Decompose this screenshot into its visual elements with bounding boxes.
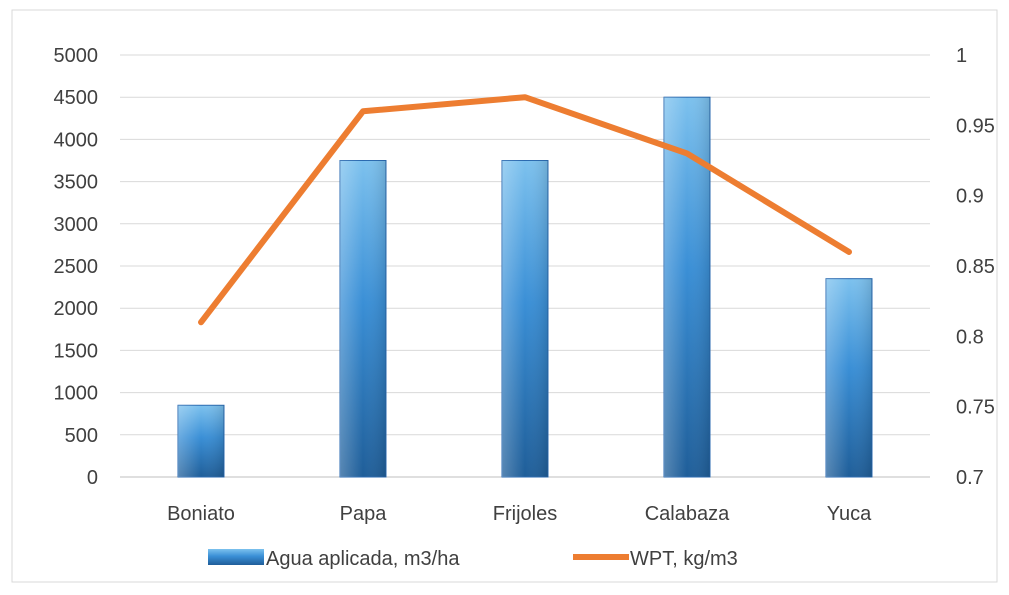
category-label: Papa bbox=[340, 503, 388, 525]
left-tick-label: 500 bbox=[65, 425, 98, 447]
line-series bbox=[198, 94, 852, 326]
category-label: Boniato bbox=[167, 503, 235, 525]
right-tick-label: 0.7 bbox=[956, 467, 984, 489]
left-tick-label: 3000 bbox=[54, 214, 99, 236]
bar bbox=[825, 278, 873, 478]
right-tick-label: 0.9 bbox=[956, 186, 984, 208]
left-tick-label: 4000 bbox=[54, 129, 99, 151]
left-tick-label: 5000 bbox=[54, 45, 99, 67]
left-tick-label: 4500 bbox=[54, 87, 99, 109]
right-tick-label: 0.85 bbox=[956, 256, 995, 278]
category-label: Frijoles bbox=[493, 503, 557, 525]
left-axis-ticks: 0 500 1000 1500 2000 2500 3000 3500 4000 4500 5000 bbox=[54, 45, 99, 489]
bar-shine bbox=[502, 160, 548, 477]
bar-shine bbox=[340, 160, 386, 477]
right-axis-ticks: 0.7 0.75 0.8 0.85 0.9 0.95 1 bbox=[956, 45, 995, 489]
legend: Agua aplicada, m3/ha WPT, kg/m3 bbox=[208, 548, 738, 570]
left-tick-label: 1500 bbox=[54, 340, 99, 362]
bar-shine bbox=[178, 405, 224, 477]
bar-series bbox=[177, 96, 873, 478]
bar-shine bbox=[826, 278, 872, 477]
legend-bar-label: Agua aplicada, m3/ha bbox=[266, 548, 460, 570]
right-tick-label: 0.8 bbox=[956, 326, 984, 348]
left-tick-label: 3500 bbox=[54, 172, 99, 194]
left-tick-label: 2500 bbox=[54, 256, 99, 278]
left-tick-label: 1000 bbox=[54, 383, 99, 405]
bar bbox=[501, 160, 549, 478]
right-tick-label: 0.75 bbox=[956, 397, 995, 419]
bar bbox=[339, 160, 387, 478]
left-tick-label: 0 bbox=[87, 467, 98, 489]
legend-bar-swatch bbox=[208, 549, 264, 565]
category-label: Calabaza bbox=[645, 503, 730, 525]
wpt-line bbox=[198, 94, 852, 326]
right-tick-label: 1 bbox=[956, 45, 967, 67]
category-label: Yuca bbox=[827, 503, 872, 525]
legend-item-line: WPT, kg/m3 bbox=[573, 548, 738, 570]
legend-line-label: WPT, kg/m3 bbox=[630, 548, 738, 570]
category-labels: Boniato Papa Frijoles Calabaza Yuca bbox=[167, 503, 872, 525]
bar bbox=[177, 404, 225, 478]
legend-item-bar: Agua aplicada, m3/ha bbox=[208, 548, 460, 570]
left-tick-label: 2000 bbox=[54, 298, 99, 320]
right-tick-label: 0.95 bbox=[956, 115, 995, 137]
